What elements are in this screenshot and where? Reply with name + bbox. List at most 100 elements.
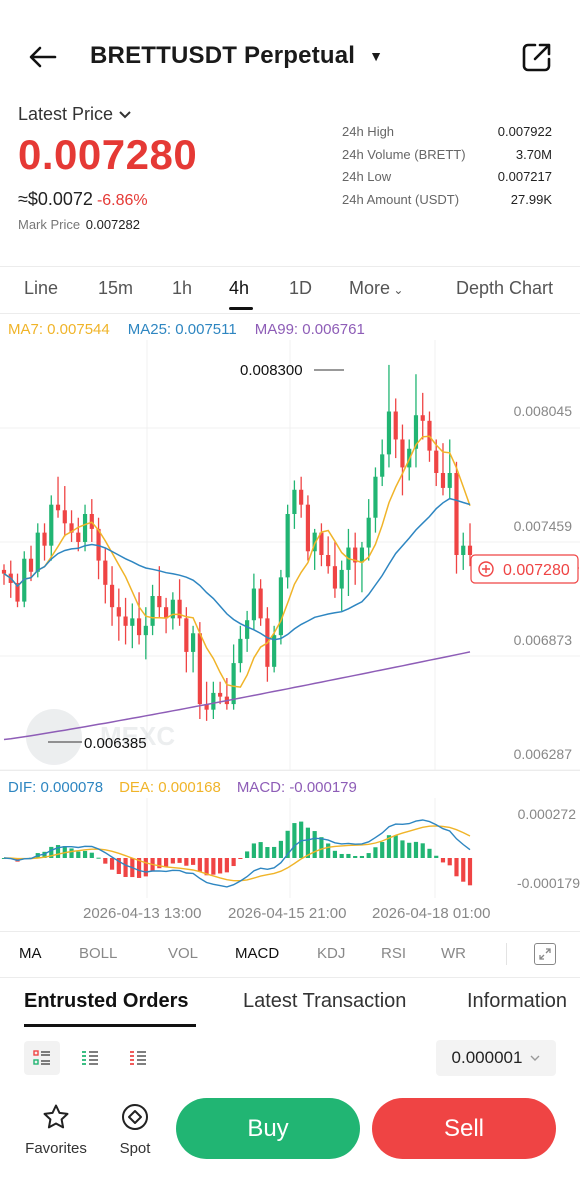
fullscreen-button[interactable] — [534, 943, 556, 965]
candle-body — [272, 635, 277, 667]
indicator-vol[interactable]: VOL — [168, 945, 199, 962]
orderbook-view-toggles — [24, 1041, 156, 1075]
spot-button[interactable]: Spot — [100, 1100, 170, 1157]
tab-entrusted-orders[interactable]: Entrusted Orders — [24, 990, 189, 1012]
tab-information[interactable]: Information — [467, 990, 568, 1012]
view-both-button[interactable] — [24, 1041, 60, 1075]
macd-bar — [386, 835, 392, 858]
tab-depth-chart[interactable]: Depth Chart — [456, 278, 554, 298]
view-asks-button[interactable] — [120, 1041, 156, 1075]
spot-icon — [122, 1104, 148, 1130]
orderbook-asks-icon — [130, 1051, 146, 1065]
y-axis-labels: 0.008045 0.007459 0.006873 0.006287 — [514, 403, 573, 762]
candle-body — [454, 473, 459, 555]
arrow-left-icon — [29, 46, 57, 68]
macd-chart[interactable]: 0.000272 -0.000179 — [0, 798, 580, 898]
candle-body — [76, 532, 81, 542]
low-label: 0.006385 — [84, 735, 147, 752]
precision-select[interactable]: 0.000001 — [436, 1040, 556, 1076]
candle-body — [413, 415, 419, 449]
ma25-value: MA25: 0.007511 — [127, 321, 237, 338]
tab-4h[interactable]: 4h — [229, 278, 250, 298]
macd-bar — [136, 858, 142, 878]
macd-bar — [245, 851, 250, 858]
latest-price-label: Latest Price — [18, 104, 114, 124]
chevron-down-icon — [530, 1055, 540, 1061]
candle-body — [116, 607, 121, 617]
candle-body — [55, 504, 61, 511]
ma7-line — [3, 435, 471, 688]
macd-bar — [400, 840, 405, 858]
ma99-line — [3, 651, 471, 741]
candle-body — [184, 618, 189, 652]
interval-tabs: Line 15m 1h 4h 1D More ⌄ Depth Chart — [0, 270, 580, 310]
indicator-wr[interactable]: WR — [441, 945, 466, 962]
divider — [506, 943, 507, 965]
favorites-button[interactable]: Favorites — [21, 1100, 91, 1157]
view-bids-button[interactable] — [72, 1041, 108, 1075]
candle-body — [35, 532, 40, 572]
external-link-button[interactable] — [520, 40, 554, 74]
plus-circle-icon — [478, 561, 494, 577]
tab-line[interactable]: Line — [24, 278, 59, 298]
latest-price-selector[interactable]: Latest Price — [18, 104, 131, 125]
tab-latest-transaction[interactable]: Latest Transaction — [243, 990, 407, 1012]
buy-button[interactable]: Buy — [176, 1098, 360, 1159]
candle-body — [191, 633, 196, 652]
candlestick-chart[interactable]: MEXC 0.008045 0.007459 0.006873 0.006287… — [0, 340, 580, 770]
candle-body — [109, 584, 115, 608]
indicator-rsi[interactable]: RSI — [381, 945, 407, 962]
high-label: 0.008300 — [240, 362, 303, 379]
y-label: 0.006873 — [514, 632, 573, 648]
candle-body — [89, 514, 94, 529]
stat-value: 3.70M — [515, 146, 552, 162]
tab-15m[interactable]: 15m — [98, 278, 134, 298]
macd-bar — [467, 858, 473, 886]
ma-lines — [3, 435, 471, 741]
candle-body — [251, 588, 256, 621]
candles — [1, 364, 473, 721]
macd-bar — [116, 858, 121, 875]
current-price-marker[interactable]: 0.007280 — [470, 554, 580, 584]
candle-body — [157, 596, 162, 608]
candle-body — [420, 415, 425, 421]
mark-price-value: 0.007282 — [85, 217, 140, 232]
candle-body — [218, 692, 223, 697]
dea-value: DEA: 0.000168 — [119, 779, 221, 796]
back-button[interactable] — [26, 40, 60, 74]
macd-bar — [434, 855, 439, 858]
macd-bar — [366, 853, 371, 858]
precision-value: 0.000001 — [451, 1048, 523, 1067]
candle-body — [299, 489, 304, 505]
macd-bar — [407, 842, 412, 858]
macd-bar — [191, 858, 196, 865]
indicator-ma[interactable]: MA — [19, 945, 42, 962]
macd-bar — [312, 831, 317, 858]
macd-bar — [143, 858, 148, 877]
macd-bar — [42, 851, 47, 858]
macd-bar — [319, 837, 324, 858]
candle-body — [123, 616, 128, 626]
candle-body — [96, 528, 101, 561]
sell-button[interactable]: Sell — [372, 1098, 556, 1159]
tab-1d[interactable]: 1D — [289, 278, 313, 298]
active-tab-indicator — [229, 307, 253, 310]
divider — [0, 770, 580, 771]
symbol-selector[interactable]: BRETTUSDT Perpetual ▼ — [90, 42, 383, 70]
candle-body — [211, 692, 216, 710]
header: BRETTUSDT Perpetual ▼ — [0, 0, 580, 100]
candle-body — [434, 450, 439, 473]
tab-1h[interactable]: 1h — [172, 278, 193, 298]
macd-bar — [170, 858, 175, 864]
macd-bar — [427, 848, 432, 858]
indicator-kdj[interactable]: KDJ — [317, 945, 346, 962]
chevron-down-icon: ⌄ — [390, 283, 404, 297]
candle-body — [103, 560, 108, 585]
indicator-macd[interactable]: MACD — [235, 945, 280, 962]
caret-down-icon: ▼ — [369, 48, 384, 64]
y-label: 0.007459 — [514, 518, 573, 534]
stat-value: 27.99K — [510, 191, 552, 207]
indicator-boll[interactable]: BOLL — [79, 945, 118, 962]
bottom-action-bar: Favorites Spot Buy Sell — [0, 1090, 580, 1200]
tab-more[interactable]: More ⌄ — [349, 278, 403, 299]
